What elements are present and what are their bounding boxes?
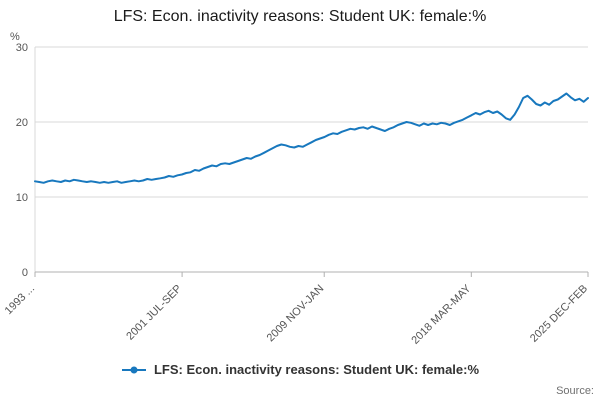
y-axis-unit-label: % bbox=[10, 31, 20, 43]
legend-item[interactable]: LFS: Econ. inactivity reasons: Student U… bbox=[0, 362, 600, 377]
source-label: Source: bbox=[556, 385, 594, 397]
x-tick-label: 2025 DEC-FEB bbox=[528, 283, 590, 345]
plot-area: % 0 10 20 30 1993 ... 2001 JUL-SEP 2009 NOV-JAN… bbox=[3, 31, 590, 346]
x-tick-label: 2001 JUL-SEP bbox=[124, 283, 184, 343]
legend-label: LFS: Econ. inactivity reasons: Student U… bbox=[153, 362, 480, 377]
y-tick-label: 0 bbox=[22, 267, 28, 279]
x-tick-label: 2018 MAR-MAY bbox=[409, 282, 474, 346]
legend-dot bbox=[130, 366, 138, 373]
chart-title: LFS: Econ. inactivity reasons: Student U… bbox=[113, 8, 487, 25]
series-line bbox=[34, 92, 589, 184]
y-tick-label: 20 bbox=[16, 117, 28, 129]
legend-line-marker-icon bbox=[121, 366, 146, 373]
x-tick-label: 1993 ... bbox=[3, 283, 37, 317]
y-tick-label: 10 bbox=[16, 192, 28, 204]
x-tick-label: 2009 NOV-JAN bbox=[265, 283, 327, 345]
y-tick-label: 30 bbox=[16, 42, 28, 54]
